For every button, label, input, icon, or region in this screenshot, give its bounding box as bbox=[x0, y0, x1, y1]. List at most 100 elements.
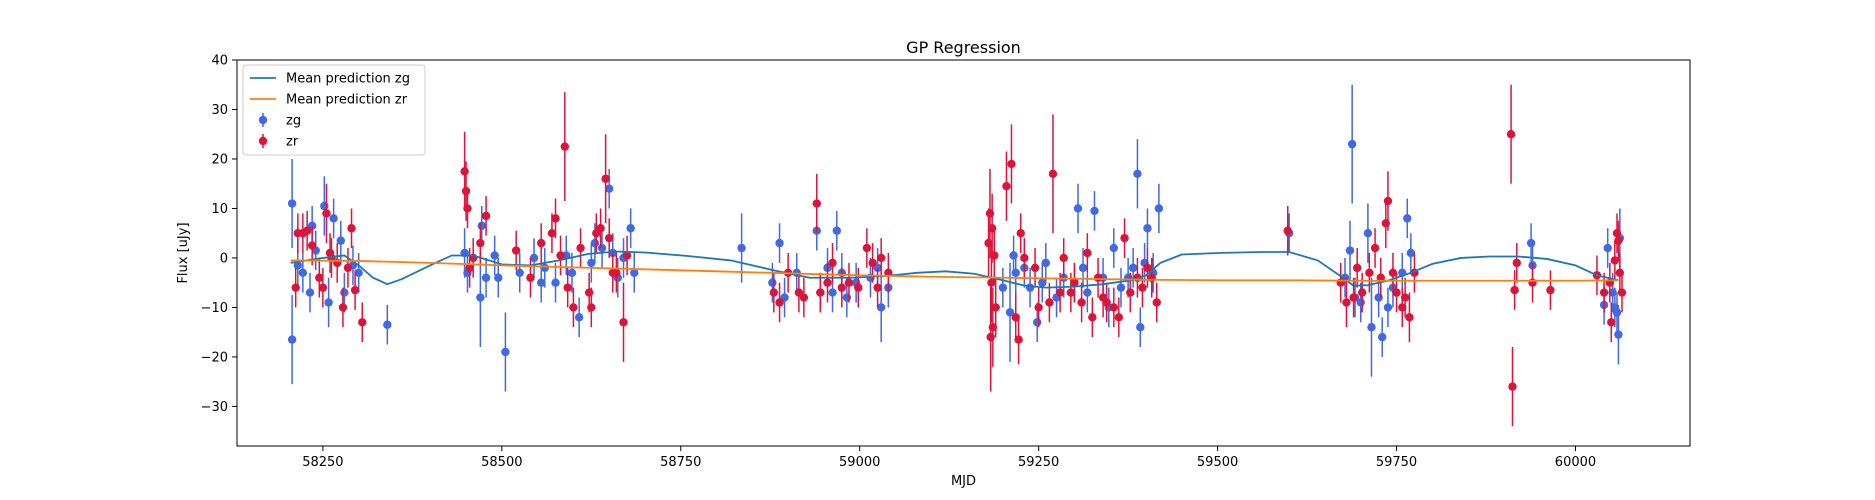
x-tick-label: 59000 bbox=[839, 455, 880, 470]
data-point bbox=[1055, 288, 1065, 297]
data-point bbox=[1048, 169, 1058, 179]
data-point bbox=[1005, 308, 1015, 317]
data-point bbox=[1612, 308, 1622, 317]
data-point bbox=[315, 273, 324, 282]
data-point bbox=[463, 204, 472, 213]
series-zr-points bbox=[291, 84, 1627, 427]
data-point bbox=[868, 258, 877, 268]
data-point bbox=[1025, 283, 1035, 292]
data-point bbox=[775, 238, 784, 248]
data-point bbox=[461, 186, 471, 196]
data-point bbox=[551, 214, 560, 223]
data-point bbox=[1392, 288, 1401, 297]
data-point bbox=[1126, 288, 1135, 297]
data-point bbox=[318, 283, 328, 292]
data-point bbox=[336, 236, 345, 245]
data-point bbox=[1034, 303, 1043, 312]
data-point bbox=[1345, 246, 1355, 255]
data-point bbox=[1143, 224, 1152, 233]
data-point bbox=[842, 293, 852, 302]
data-point bbox=[329, 214, 338, 223]
data-point bbox=[1508, 382, 1517, 391]
data-point bbox=[1388, 268, 1398, 277]
data-point bbox=[340, 288, 349, 297]
data-point bbox=[590, 238, 600, 248]
data-point bbox=[1357, 288, 1367, 297]
plot-frame bbox=[236, 59, 1691, 447]
data-point bbox=[619, 318, 628, 327]
x-tick-label: 58250 bbox=[302, 455, 343, 470]
data-point bbox=[854, 283, 863, 292]
data-point bbox=[1011, 313, 1020, 322]
data-point bbox=[812, 199, 821, 208]
data-point bbox=[998, 283, 1008, 292]
legend-label: zg bbox=[286, 114, 301, 129]
data-point bbox=[1030, 263, 1040, 273]
x-axis-label: MJD bbox=[951, 474, 976, 489]
data-point bbox=[350, 285, 360, 295]
data-point bbox=[1038, 278, 1047, 287]
data-point bbox=[1070, 278, 1079, 287]
data-point bbox=[383, 320, 392, 329]
data-point bbox=[1152, 298, 1161, 307]
data-point bbox=[563, 283, 572, 292]
data-point bbox=[551, 278, 560, 287]
x-tick-label: 59500 bbox=[1197, 455, 1238, 470]
data-point bbox=[307, 241, 317, 250]
x-tick-label: 59750 bbox=[1376, 455, 1417, 470]
data-point bbox=[1147, 273, 1156, 282]
data-point bbox=[302, 226, 312, 235]
legend-marker-swatch bbox=[258, 115, 268, 125]
data-point bbox=[481, 273, 491, 282]
data-point bbox=[1526, 238, 1536, 248]
data-point bbox=[823, 278, 832, 287]
data-point bbox=[1383, 196, 1393, 206]
data-point bbox=[1607, 318, 1616, 327]
data-point bbox=[305, 288, 315, 297]
x-tick-label: 58750 bbox=[660, 455, 701, 470]
data-point bbox=[1398, 303, 1407, 312]
data-point bbox=[291, 283, 300, 292]
data-point bbox=[477, 221, 486, 230]
data-point bbox=[1007, 159, 1016, 169]
data-point bbox=[354, 268, 363, 277]
data-point bbox=[1528, 278, 1537, 287]
data-point bbox=[584, 288, 594, 297]
data-point bbox=[574, 313, 584, 322]
data-point bbox=[293, 261, 303, 270]
data-point bbox=[630, 268, 639, 277]
y-tick-label: 10 bbox=[211, 202, 228, 217]
series-line bbox=[290, 250, 1619, 289]
data-point bbox=[1506, 130, 1516, 139]
data-point bbox=[1400, 293, 1410, 302]
data-point bbox=[1136, 323, 1145, 332]
data-point bbox=[320, 201, 329, 211]
data-point bbox=[987, 278, 996, 287]
data-point bbox=[1120, 233, 1129, 243]
data-point bbox=[1546, 285, 1555, 295]
data-point bbox=[347, 224, 356, 233]
data-point bbox=[587, 258, 596, 268]
data-point bbox=[769, 288, 779, 297]
data-point bbox=[844, 278, 854, 287]
data-point bbox=[876, 303, 886, 312]
data-point bbox=[1283, 226, 1292, 235]
data-point bbox=[287, 199, 297, 208]
data-point bbox=[1138, 283, 1147, 292]
data-point bbox=[1078, 263, 1088, 273]
data-point bbox=[358, 318, 367, 327]
data-point bbox=[529, 253, 539, 263]
data-point bbox=[343, 263, 353, 273]
data-point bbox=[985, 209, 995, 218]
data-point bbox=[1133, 169, 1142, 179]
data-point bbox=[828, 288, 837, 297]
data-point bbox=[987, 224, 997, 233]
data-point bbox=[1367, 323, 1376, 332]
y-tick-label: −20 bbox=[201, 350, 228, 365]
data-point bbox=[1610, 256, 1620, 265]
data-point bbox=[1143, 263, 1152, 273]
data-point bbox=[1356, 298, 1365, 307]
data-point bbox=[536, 278, 546, 287]
data-point bbox=[1352, 263, 1362, 273]
data-point bbox=[612, 268, 621, 277]
